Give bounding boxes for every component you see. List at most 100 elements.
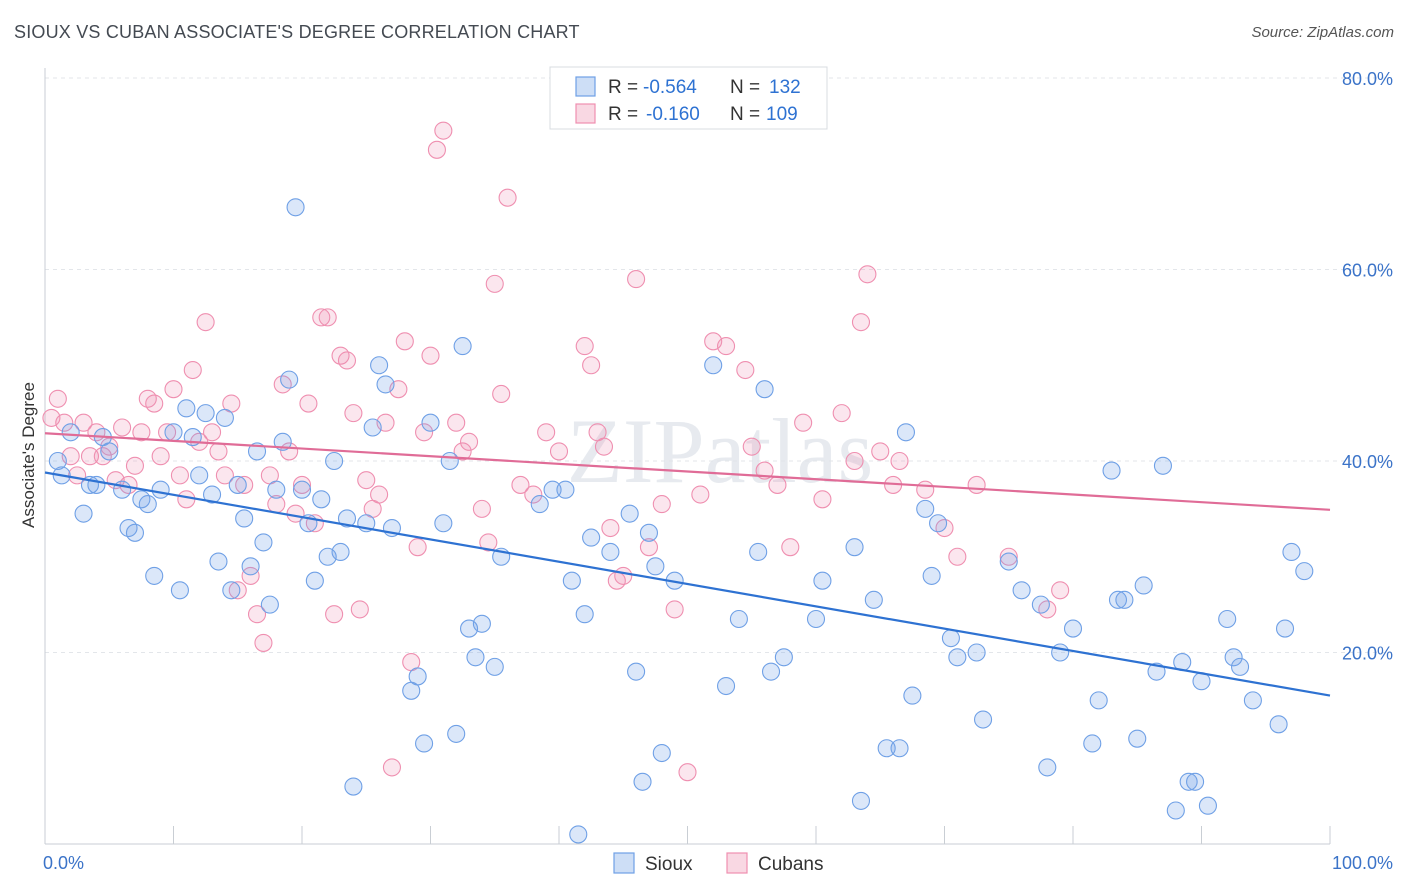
sioux-point bbox=[363, 418, 382, 437]
cubans-point bbox=[582, 356, 601, 375]
sioux-point bbox=[851, 791, 871, 810]
sioux-point bbox=[260, 595, 279, 614]
sioux-point bbox=[145, 566, 164, 585]
cubans-point bbox=[395, 332, 414, 351]
sioux-point bbox=[209, 552, 228, 571]
cubans-point bbox=[151, 447, 170, 466]
sioux-point bbox=[1051, 643, 1070, 662]
sioux-point bbox=[138, 495, 157, 514]
sioux-r-label: R = bbox=[608, 77, 638, 98]
cubans-point bbox=[299, 394, 318, 413]
cubans-trend-line bbox=[44, 432, 1331, 511]
sioux-point bbox=[370, 356, 389, 375]
cubans-point bbox=[247, 605, 267, 624]
cubans-point bbox=[215, 466, 234, 485]
sioux-point bbox=[864, 590, 883, 609]
sioux-point bbox=[749, 542, 768, 562]
cubans-point bbox=[408, 538, 427, 557]
cubans-point bbox=[665, 600, 684, 619]
sioux-point bbox=[337, 509, 357, 528]
sioux-point bbox=[453, 337, 472, 356]
sioux-point bbox=[1224, 648, 1243, 667]
sioux-point bbox=[948, 648, 967, 667]
chart-title: SIOUX VS CUBAN ASSOCIATE'S DEGREE CORREL… bbox=[14, 22, 580, 42]
sioux-points bbox=[48, 198, 1314, 844]
cubans-point bbox=[145, 394, 164, 413]
sioux-point bbox=[292, 480, 312, 499]
cubans-point bbox=[447, 413, 466, 432]
y-tick-label: 60.0% bbox=[1342, 261, 1393, 281]
cubans-point bbox=[851, 313, 871, 332]
sioux-point bbox=[729, 609, 748, 629]
sioux-point bbox=[1179, 772, 1198, 791]
cubans-point bbox=[453, 442, 472, 461]
cubans-point bbox=[235, 475, 254, 494]
sioux-point bbox=[1218, 609, 1237, 629]
sioux-point bbox=[415, 734, 434, 753]
sioux-point bbox=[845, 538, 864, 557]
sioux-point bbox=[203, 485, 222, 504]
sioux-point bbox=[222, 581, 241, 600]
sioux-point bbox=[48, 451, 67, 471]
sioux-point bbox=[922, 566, 941, 585]
y-tick-label: 20.0% bbox=[1342, 644, 1393, 664]
sioux-point bbox=[646, 557, 665, 576]
cubans-point bbox=[434, 121, 453, 140]
sioux-point bbox=[1153, 456, 1172, 475]
sioux-point bbox=[286, 198, 305, 217]
sioux-point bbox=[1108, 590, 1128, 609]
sioux-n-label: N = bbox=[730, 77, 760, 98]
sioux-point bbox=[1128, 729, 1147, 748]
cubans-point bbox=[55, 413, 74, 432]
cubans-point bbox=[858, 265, 877, 284]
cubans-point bbox=[209, 442, 228, 461]
cubans-point bbox=[492, 384, 511, 404]
sioux-point bbox=[485, 657, 504, 676]
cubans-point bbox=[845, 451, 864, 471]
cubans-point bbox=[164, 380, 183, 399]
cubans-point bbox=[325, 605, 344, 624]
cubans-point bbox=[549, 442, 569, 461]
cubans-point bbox=[498, 188, 517, 207]
sioux-point bbox=[1295, 562, 1314, 581]
cubans-point bbox=[794, 413, 813, 432]
sioux-point bbox=[877, 739, 896, 758]
cubans-point bbox=[74, 413, 93, 432]
cubans-point bbox=[652, 495, 671, 514]
cubans-n-label: N = bbox=[730, 104, 760, 125]
cubans-point bbox=[614, 566, 633, 585]
cubans-point bbox=[427, 140, 446, 159]
sioux-point bbox=[761, 662, 781, 681]
sioux-point bbox=[639, 523, 659, 542]
cubans-r-label: R = bbox=[608, 104, 638, 125]
cubans-point bbox=[639, 538, 659, 557]
cubans-point bbox=[125, 456, 144, 475]
sioux-point bbox=[1083, 734, 1102, 753]
sioux-n-value: 132 bbox=[769, 77, 801, 98]
cubans-point bbox=[871, 442, 890, 461]
sioux-point bbox=[967, 643, 986, 662]
sioux-point bbox=[1243, 691, 1262, 710]
y-axis-label: Associate's Degree bbox=[19, 382, 38, 528]
sioux-point bbox=[164, 423, 183, 442]
cubans-point bbox=[370, 485, 389, 504]
sioux-point bbox=[562, 571, 581, 590]
trend-lines bbox=[44, 432, 1331, 697]
y-tick-label: 80.0% bbox=[1342, 69, 1393, 89]
cubans-point bbox=[113, 418, 132, 437]
sioux-r-value: -0.564 bbox=[643, 77, 697, 98]
cubans-point bbox=[183, 360, 202, 380]
sioux-point bbox=[774, 648, 793, 667]
sioux-point bbox=[466, 648, 485, 667]
sioux-point bbox=[1198, 796, 1217, 815]
sioux-point bbox=[241, 557, 260, 576]
cubans-point bbox=[344, 404, 363, 423]
cubans-point bbox=[196, 313, 215, 332]
sioux-point bbox=[575, 605, 594, 624]
cubans-point bbox=[537, 423, 556, 442]
sioux-point bbox=[1115, 590, 1134, 609]
cubans-point bbox=[511, 475, 530, 494]
cubans-point bbox=[254, 633, 273, 652]
cubans-point bbox=[736, 360, 755, 380]
cubans-legend-label: Cubans bbox=[758, 854, 824, 875]
